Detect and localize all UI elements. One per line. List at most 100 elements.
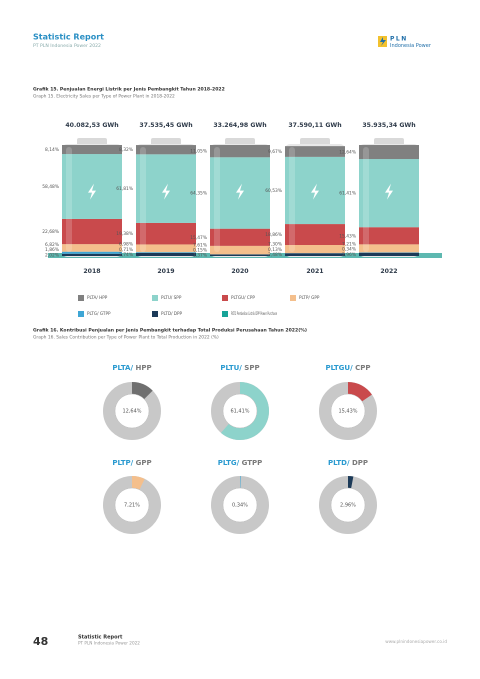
donut-hole — [222, 487, 258, 523]
donut-hole — [114, 393, 150, 429]
segment-label: 15,43% — [339, 233, 356, 239]
segment-label: 7,61% — [193, 242, 207, 248]
donut-slice — [240, 476, 241, 489]
logo-bolt — [380, 37, 386, 46]
chart-subtitle: Graph 15. Electricity Sales per Type of … — [33, 94, 175, 100]
segment-label: 7,21% — [342, 241, 356, 247]
battery-segment — [210, 145, 270, 158]
donut-title: PLTP/ GPP — [112, 459, 151, 467]
battery-segment — [285, 253, 345, 256]
segment-label: 12,64% — [339, 150, 356, 156]
battery-segment — [285, 146, 345, 157]
segment-label: 61,81% — [116, 186, 133, 192]
battery-segment — [359, 145, 419, 160]
chart-title: Grafik 16. Kontribusi Penjualan per Jeni… — [33, 328, 307, 334]
segment-label: 8,32% — [119, 147, 133, 153]
bolt-icon — [385, 183, 393, 200]
donut-value: 12,64% — [122, 409, 141, 415]
donut-value: 61,41% — [230, 409, 249, 415]
segment-label: 2,96% — [342, 252, 356, 258]
legend-label: PLTU/ SPP — [161, 295, 182, 300]
logo-text: PLN — [390, 36, 408, 43]
legend-label: PLTGU/ CPP — [231, 295, 255, 300]
donut-title-code: PLTP/ — [112, 459, 133, 467]
chart-title: Grafik 15. Penjualan Energi Listrik per … — [33, 87, 225, 93]
battery-segment — [210, 245, 270, 255]
donut-title-name: SPP — [244, 364, 259, 372]
battery-segment — [62, 218, 122, 245]
battery-segment — [136, 244, 196, 253]
donut-title-name: GPP — [136, 459, 152, 467]
year-label: 2022 — [380, 268, 397, 275]
segment-label: 6,98% — [119, 242, 133, 248]
segment-label: 64,35% — [190, 190, 207, 196]
donut-title: PLTU/ SPP — [220, 364, 259, 372]
legend-swatch — [222, 311, 228, 317]
segment-label: 0,34% — [342, 247, 356, 253]
donut-title-code: PLTA/ — [112, 364, 133, 372]
segment-label: 15,47% — [190, 235, 207, 241]
donut-value: 7,21% — [124, 503, 140, 509]
donut-title: PLTG/ GTPP — [218, 459, 263, 467]
year-label: 2018 — [83, 268, 100, 275]
battery-gloss — [289, 147, 295, 252]
donut-slice — [132, 476, 145, 490]
donut-slice — [220, 381, 269, 440]
legend-swatch — [290, 295, 296, 301]
battery-segment — [136, 252, 196, 253]
legend-label: PLTG/ GTPP — [87, 311, 111, 316]
donut-value: 2,96% — [340, 503, 356, 509]
donut-title: PLTGU/ CPP — [325, 364, 370, 372]
legend-swatch — [152, 295, 158, 301]
total-label: 37.535,45 GWh — [139, 122, 192, 129]
segment-label: 58,48% — [42, 184, 59, 190]
segment-label: 11,05% — [190, 149, 207, 155]
segment-label: 9,67% — [268, 149, 282, 155]
donut-hole — [330, 487, 366, 523]
segment-label: 22,68% — [42, 229, 59, 235]
segment-label: 19,38% — [116, 231, 133, 237]
donut-hole — [330, 393, 366, 429]
battery-gloss — [214, 147, 220, 252]
legend-swatch — [222, 295, 228, 301]
segment-label: 0,15% — [193, 248, 207, 254]
segment-label: 6,82% — [45, 242, 59, 248]
battery-segment — [62, 253, 122, 256]
donut-value: 0,34% — [232, 503, 248, 509]
page-number: 48 — [33, 635, 48, 648]
donut-title-code: PLTGU/ — [325, 364, 353, 372]
legend-label: PLTD/ DPP — [161, 311, 183, 316]
year-label: 2021 — [306, 268, 323, 275]
battery-segment — [136, 145, 196, 155]
segment-label: 2,02% — [45, 252, 59, 258]
total-label: 40.082,53 GWh — [65, 122, 118, 129]
battery-gloss — [363, 147, 369, 252]
segment-label: 2,74% — [119, 252, 133, 258]
battery-segment — [285, 244, 345, 254]
year-label: 2020 — [231, 268, 249, 275]
donut-slice — [348, 382, 372, 402]
segment-label: 60,53% — [265, 188, 282, 194]
donut-title-name: CPP — [355, 364, 370, 372]
battery-segment — [210, 228, 270, 246]
battery-segment — [359, 252, 419, 256]
legend-swatch — [152, 311, 158, 317]
donut-title: PLTA/ HPP — [112, 364, 151, 372]
total-label: 37.590,11 GWh — [288, 122, 341, 129]
legend-label: PLTD Pembelian Listrik DPP Power Purchas… — [231, 311, 277, 316]
footer-title: Statistic Report — [78, 635, 123, 641]
segment-label: 18,86% — [265, 232, 282, 238]
battery-segment — [285, 224, 345, 245]
battery-gloss — [140, 147, 146, 252]
legend-swatch — [78, 311, 84, 317]
footer-url: www.plnindonesiapower.co.id — [385, 639, 447, 644]
donut-slice — [348, 476, 354, 489]
logo-text: Indonesia Power — [390, 43, 432, 49]
segment-label: 0,71% — [119, 247, 133, 253]
battery-segment — [136, 222, 196, 245]
legend-swatch — [78, 295, 84, 301]
legend-label: PLTA/ HPP — [87, 295, 108, 300]
footer-subtitle: PT PLN Indonesia Power 2022 — [78, 641, 140, 646]
segment-label: 1,37% — [193, 253, 207, 259]
